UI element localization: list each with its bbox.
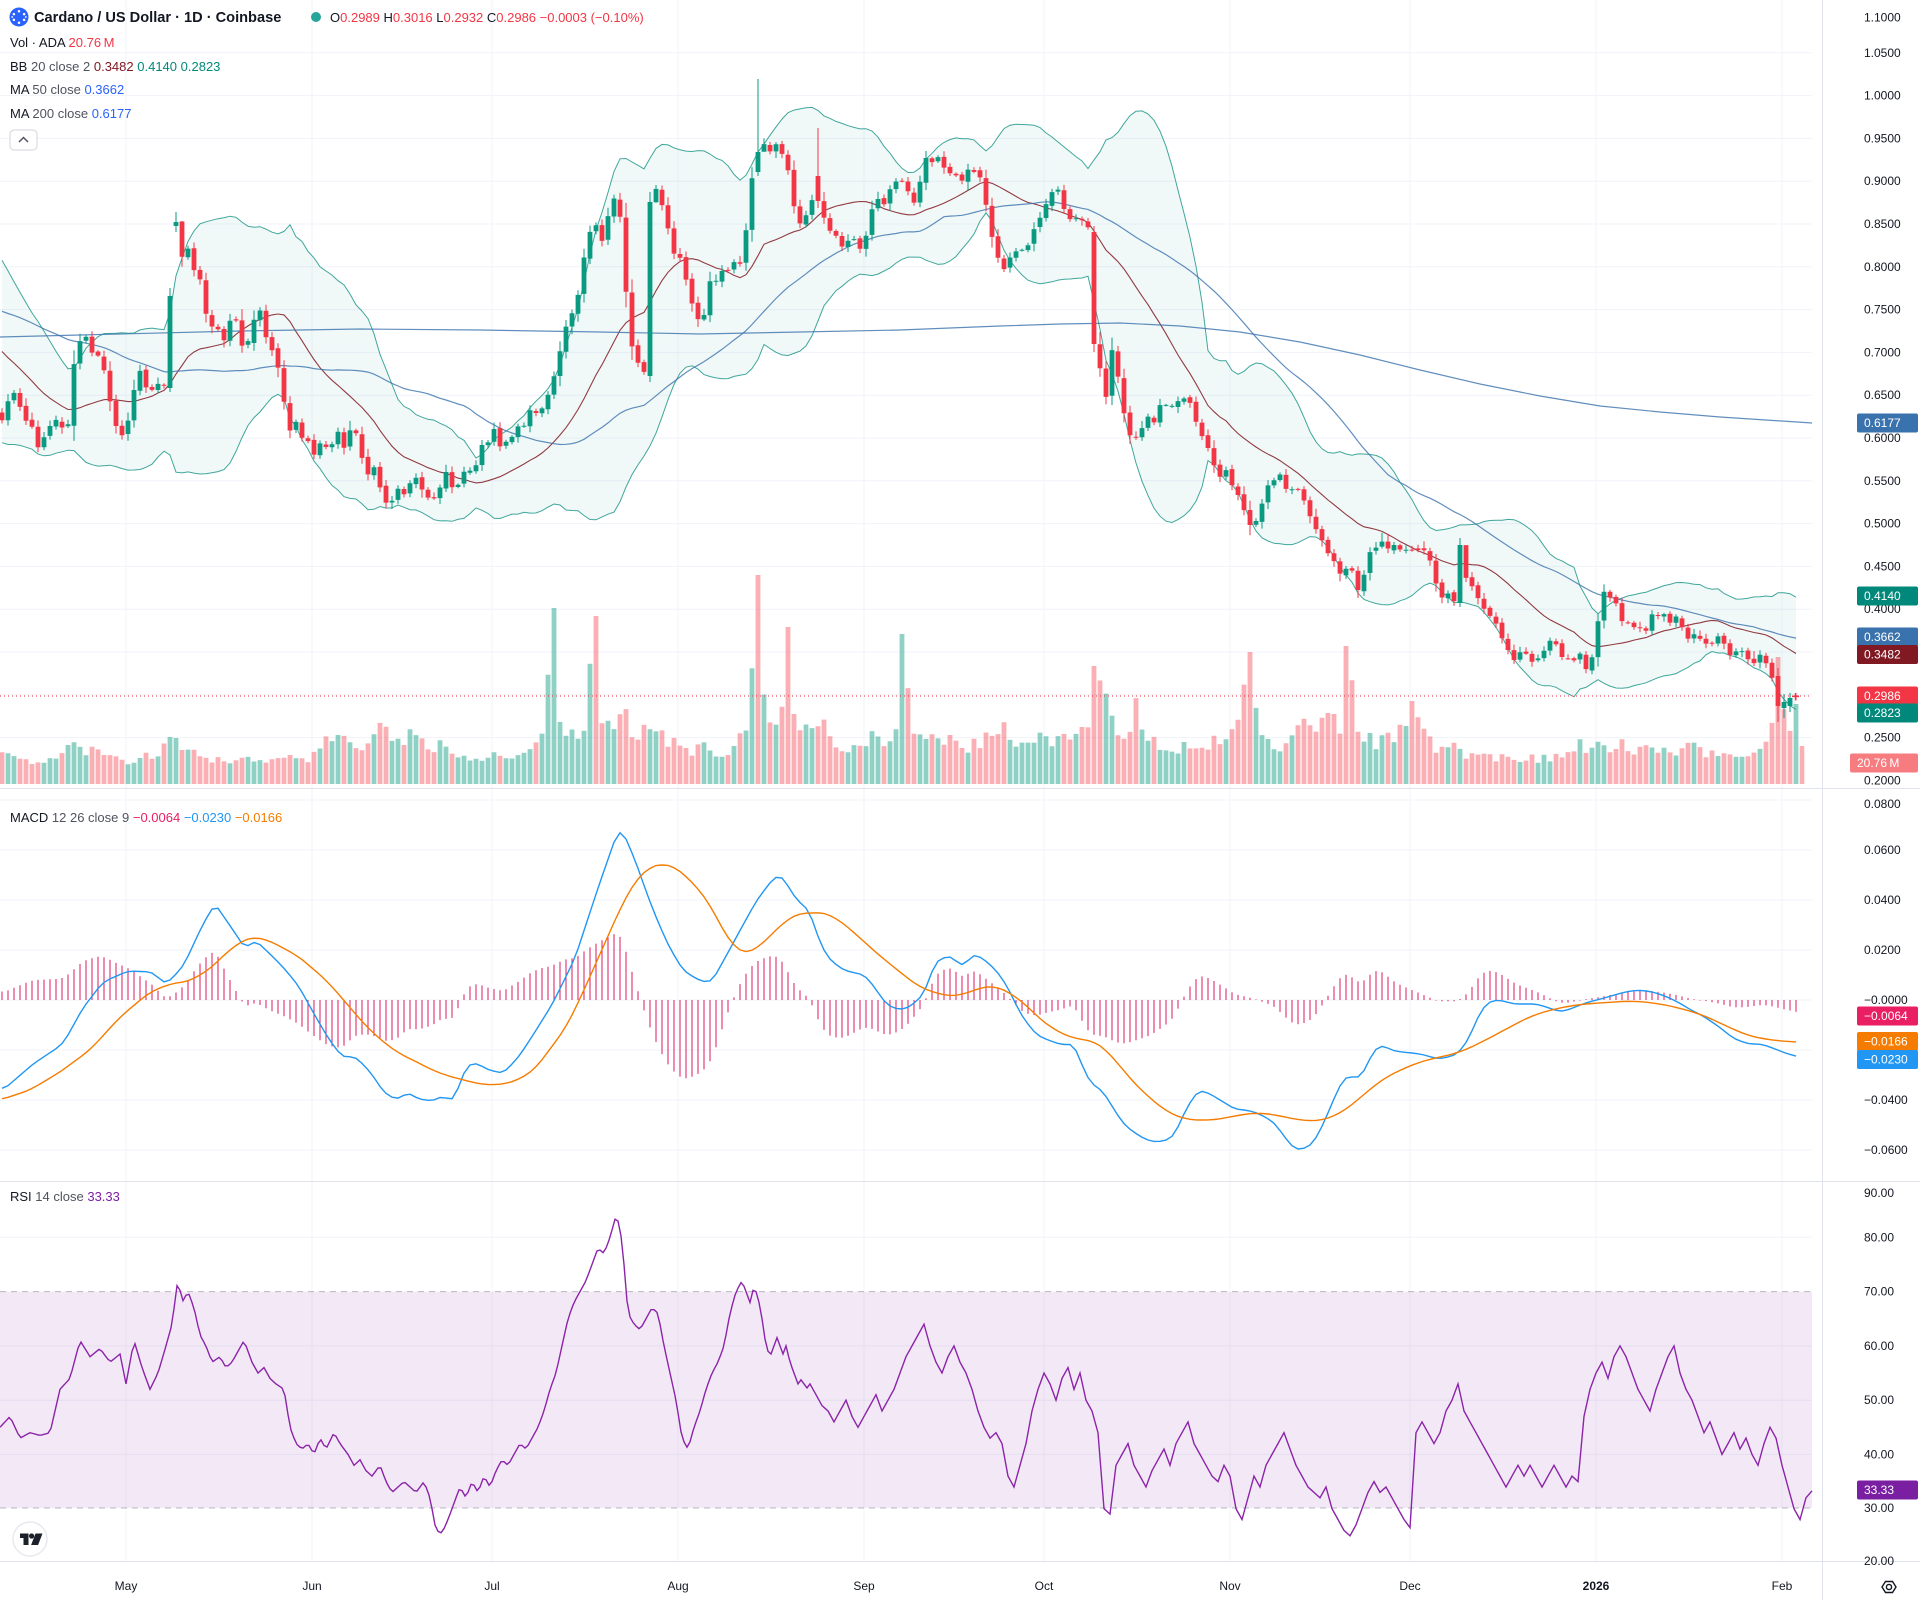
svg-text:30.00: 30.00 xyxy=(1864,1501,1894,1515)
svg-text:33.33: 33.33 xyxy=(1864,1483,1894,1497)
svg-text:0.4000: 0.4000 xyxy=(1864,602,1901,616)
svg-text:Sep: Sep xyxy=(853,1579,875,1593)
svg-text:0.5500: 0.5500 xyxy=(1864,474,1901,488)
svg-text:0.6500: 0.6500 xyxy=(1864,388,1901,402)
svg-text:−0.0064: −0.0064 xyxy=(1864,1009,1908,1023)
svg-text:Cardano / US Dollar · 1D · Coi: Cardano / US Dollar · 1D · Coinbase xyxy=(34,10,281,26)
svg-text:0.2000: 0.2000 xyxy=(1864,773,1901,787)
svg-text:0.4500: 0.4500 xyxy=(1864,559,1901,573)
svg-text:−0.0166: −0.0166 xyxy=(1864,1035,1908,1049)
svg-text:0.8500: 0.8500 xyxy=(1864,217,1901,231)
svg-text:1.0000: 1.0000 xyxy=(1864,89,1901,103)
svg-text:RSI 14 close 33.33: RSI 14 close 33.33 xyxy=(10,1189,120,1204)
svg-text:0.7500: 0.7500 xyxy=(1864,303,1901,317)
svg-text:0.0800: 0.0800 xyxy=(1864,797,1901,811)
svg-text:0.2500: 0.2500 xyxy=(1864,731,1901,745)
svg-text:0.4140: 0.4140 xyxy=(1864,589,1901,603)
svg-text:MA 200 close 0.6177: MA 200 close 0.6177 xyxy=(10,106,131,121)
svg-text:Oct: Oct xyxy=(1035,1579,1054,1593)
svg-text:−0.0000: −0.0000 xyxy=(1864,993,1908,1007)
svg-text:Dec: Dec xyxy=(1399,1579,1420,1593)
svg-text:20.00: 20.00 xyxy=(1864,1554,1894,1568)
svg-text:0.5000: 0.5000 xyxy=(1864,517,1901,531)
svg-text:90.00: 90.00 xyxy=(1864,1186,1894,1200)
svg-text:May: May xyxy=(115,1579,138,1593)
svg-text:Feb: Feb xyxy=(1772,1579,1793,1593)
svg-text:Jul: Jul xyxy=(484,1579,499,1593)
svg-text:0.9500: 0.9500 xyxy=(1864,131,1901,145)
svg-text:Nov: Nov xyxy=(1219,1579,1240,1593)
svg-text:−0.0230: −0.0230 xyxy=(1864,1053,1908,1067)
svg-text:40.00: 40.00 xyxy=(1864,1447,1894,1461)
svg-text:0.3662: 0.3662 xyxy=(1864,630,1901,644)
svg-text:BB 20 close 2 0.3482 0.4140: BB 20 close 2 0.3482 0.4140 0.2823 xyxy=(10,59,220,74)
svg-text:MACD 12 26 close 9 −0.0064 −: MACD 12 26 close 9 −0.0064 −0.0230 −0.01… xyxy=(10,810,282,825)
svg-text:0.6000: 0.6000 xyxy=(1864,431,1901,445)
svg-text:0.0400: 0.0400 xyxy=(1864,893,1901,907)
svg-text:1.1000: 1.1000 xyxy=(1864,11,1901,25)
svg-text:0.2986: 0.2986 xyxy=(1864,689,1901,703)
svg-text:2026: 2026 xyxy=(1583,1579,1610,1593)
svg-text:0.8000: 0.8000 xyxy=(1864,260,1901,274)
svg-text:1.0500: 1.0500 xyxy=(1864,46,1901,60)
svg-text:Jun: Jun xyxy=(302,1579,321,1593)
svg-text:60.00: 60.00 xyxy=(1864,1339,1894,1353)
svg-text:−0.0600: −0.0600 xyxy=(1864,1143,1908,1157)
svg-text:80.00: 80.00 xyxy=(1864,1230,1894,1244)
svg-text:0.2823: 0.2823 xyxy=(1864,706,1901,720)
svg-text:0.0200: 0.0200 xyxy=(1864,943,1901,957)
svg-text:O0.2989 H0.3016 L0.2932 C0.: O0.2989 H0.3016 L0.2932 C0.2986 −0.0003 … xyxy=(330,10,644,25)
svg-text:MA 50 close 0.3662: MA 50 close 0.3662 xyxy=(10,82,124,97)
svg-text:70.00: 70.00 xyxy=(1864,1285,1894,1299)
svg-text:50.00: 50.00 xyxy=(1864,1393,1894,1407)
svg-text:0.7000: 0.7000 xyxy=(1864,345,1901,359)
svg-text:20.76 M: 20.76 M xyxy=(1857,756,1899,770)
svg-text:0.0600: 0.0600 xyxy=(1864,843,1901,857)
svg-text:Aug: Aug xyxy=(667,1579,688,1593)
svg-text:0.3482: 0.3482 xyxy=(1864,648,1901,662)
svg-text:Vol · ADA 20.76 M: Vol · ADA 20.76 M xyxy=(10,35,115,50)
svg-text:0.6177: 0.6177 xyxy=(1864,416,1901,430)
svg-text:0.9000: 0.9000 xyxy=(1864,174,1901,188)
svg-text:−0.0400: −0.0400 xyxy=(1864,1093,1908,1107)
